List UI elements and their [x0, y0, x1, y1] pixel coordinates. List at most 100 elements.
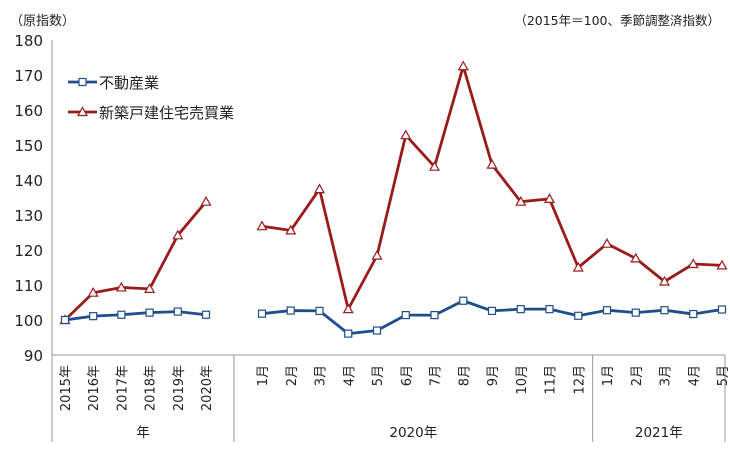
- data-point-marker: [78, 77, 87, 87]
- data-point-marker: [315, 306, 324, 315]
- data-point-marker: [144, 283, 156, 293]
- x-tick-label: 2018年: [144, 365, 159, 411]
- unit-note-left: （原指数）: [10, 14, 75, 29]
- data-point-marker: [574, 311, 583, 320]
- y-tick-label: 180: [14, 32, 43, 50]
- data-point-marker: [172, 229, 184, 240]
- data-point-marker: [716, 259, 728, 270]
- data-point-marker: [430, 311, 439, 320]
- legend-label: 新築戸建住宅売買業: [99, 104, 234, 122]
- data-point-marker: [201, 310, 211, 319]
- data-point-marker: [630, 252, 642, 263]
- data-point-marker: [545, 305, 554, 314]
- data-point-marker: [173, 307, 182, 316]
- x-tick-label: 5月: [371, 365, 386, 386]
- x-tick-label: 2015年: [59, 365, 74, 411]
- series-fudosangyo: [60, 296, 727, 338]
- x-tick-label: 10月: [515, 365, 530, 395]
- y-tick-label: 160: [14, 102, 43, 120]
- x-tick-label: 2017年: [115, 365, 130, 411]
- x-tick-label: 11月: [544, 365, 559, 395]
- x-tick-label: 12月: [572, 365, 587, 395]
- x-tick-label: 6月: [400, 365, 415, 386]
- data-point-marker: [601, 237, 613, 248]
- data-point-marker: [457, 60, 469, 71]
- data-point-marker: [285, 224, 297, 235]
- x-tick-label: 2月: [630, 365, 645, 386]
- data-point-marker: [342, 303, 354, 314]
- data-point-marker: [286, 306, 295, 315]
- legend-label: 不動産業: [99, 74, 159, 92]
- data-point-marker: [689, 309, 698, 319]
- x-group-label: 年: [136, 425, 150, 441]
- data-point-marker: [572, 261, 584, 272]
- data-point-marker: [459, 296, 468, 305]
- data-point-marker: [717, 305, 727, 314]
- x-tick-label: 9月: [486, 365, 501, 386]
- y-axis: 90 100 110 120 130 140 150 160 170 180: [14, 32, 53, 365]
- series-line-monthly: [261, 299, 723, 336]
- x-tick-label: 2020年: [200, 365, 215, 411]
- x-tick-label: 2019年: [172, 365, 187, 411]
- data-point-marker: [487, 306, 497, 315]
- data-point-marker: [371, 249, 383, 260]
- legend-item: 不動産業: [68, 74, 159, 92]
- x-tick-label: 4月: [687, 365, 702, 386]
- y-tick-label: 120: [14, 242, 43, 260]
- data-point-marker: [89, 312, 98, 321]
- data-point-marker: [200, 195, 212, 206]
- data-point-marker: [543, 193, 556, 203]
- data-point-marker: [401, 311, 410, 320]
- unit-note-right: （2015年＝100、季節調整済指数）: [514, 13, 720, 28]
- y-tick-label: 90: [24, 347, 43, 365]
- series-line-annual: [64, 310, 207, 322]
- x-tick-label: 4月: [342, 365, 357, 386]
- x-group-label: 2020年: [389, 425, 437, 441]
- x-tick-label: 1月: [601, 365, 616, 386]
- data-point-marker: [687, 258, 699, 269]
- data-point-marker: [428, 160, 441, 171]
- series-shinchiku-kodate: [59, 60, 728, 325]
- x-tick-label: 8月: [457, 365, 472, 386]
- data-point-marker: [117, 310, 126, 319]
- x-tick-label: 1月: [256, 365, 271, 386]
- y-tick-label: 170: [14, 67, 43, 85]
- data-point-marker: [372, 326, 382, 335]
- data-point-marker: [87, 286, 99, 297]
- data-point-marker: [400, 129, 412, 140]
- y-tick-label: 150: [14, 137, 43, 155]
- data-point-marker: [76, 106, 89, 117]
- data-point-marker: [256, 220, 268, 231]
- data-point-marker: [60, 315, 70, 325]
- series-line-annual: [64, 200, 208, 322]
- x-axis: 2015年 2016年 2017年 2018年 2019年 2020年 1月 2月 3月 4月 5月…: [51, 354, 730, 442]
- y-tick-label: 110: [14, 277, 43, 295]
- x-tick-label: 7月: [429, 365, 444, 386]
- data-point-marker: [516, 305, 525, 314]
- x-tick-label: 3月: [659, 365, 674, 386]
- series-line-monthly: [261, 64, 723, 311]
- y-tick-label: 140: [14, 172, 43, 190]
- data-point-marker: [486, 158, 498, 169]
- data-point-marker: [660, 306, 669, 315]
- x-tick-label: 3月: [314, 365, 329, 386]
- data-point-marker: [115, 281, 127, 292]
- plot-area: [59, 60, 728, 338]
- data-point-marker: [145, 308, 154, 317]
- x-tick-label: 5月: [716, 365, 730, 386]
- data-point-marker: [631, 308, 640, 317]
- data-point-marker: [602, 306, 612, 315]
- x-tick-label: 2月: [285, 365, 300, 386]
- data-point-marker: [658, 275, 671, 286]
- x-tick-label: 2016年: [87, 365, 102, 411]
- y-tick-label: 100: [14, 312, 43, 330]
- x-group-label: 2021年: [635, 425, 683, 441]
- data-point-marker: [344, 329, 353, 338]
- data-point-marker: [515, 195, 527, 206]
- data-point-marker: [313, 183, 326, 194]
- data-point-marker: [257, 309, 267, 318]
- y-tick-label: 130: [14, 207, 43, 225]
- legend-item: 新築戸建住宅売買業: [68, 104, 234, 122]
